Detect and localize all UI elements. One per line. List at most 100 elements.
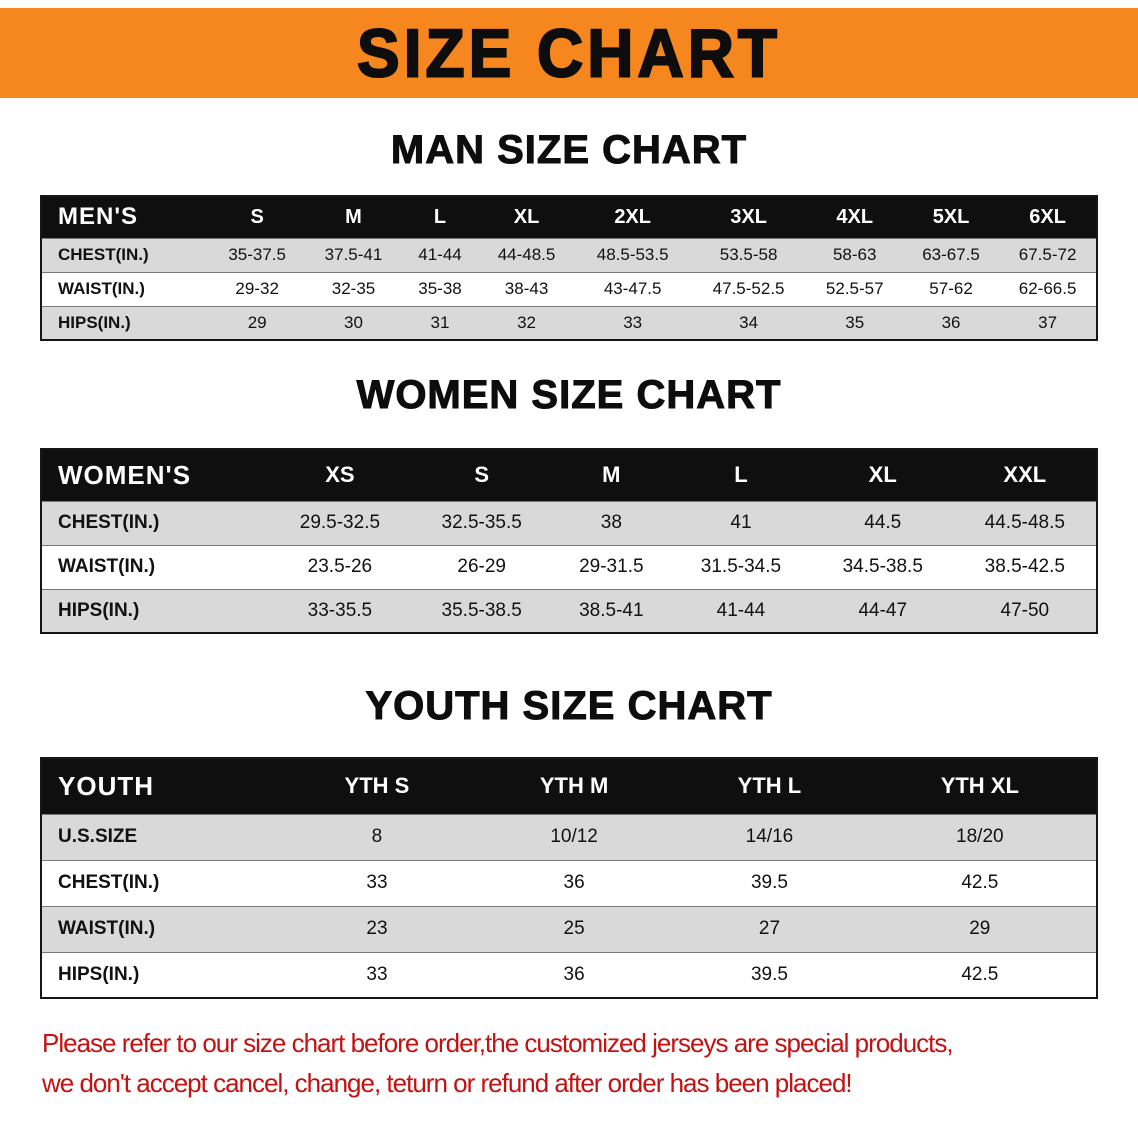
value-cell: 41-44 (716, 599, 766, 621)
row-label-cell: HIPS(IN.) (58, 312, 131, 332)
table-head: YOUTH YTH S YTH M YTH L YTH XL (41, 758, 1097, 814)
size-header-cell: YTH XL (940, 773, 1019, 799)
row-label-cell: U.S.SIZE (58, 826, 138, 847)
table-row: CHEST(IN.) 35-37.5 37.5-41 41-44 44-48.5 48.5… (41, 238, 1097, 272)
value-cell: 38 (600, 512, 622, 533)
value-cell: 52.5-57 (825, 279, 884, 298)
value-cell: 44.5 (864, 512, 902, 533)
value-cell: 23.5-26 (307, 556, 373, 577)
value-cell: 38.5-41 (579, 599, 644, 621)
disclaimer-line-2: we don't accept cancel, change, teturn o… (42, 1068, 853, 1098)
value-cell: 10/12 (550, 826, 598, 847)
size-header-cell: M (602, 462, 621, 488)
youth-size-table: YOUTH YTH S YTH M YTH L YTH XL U.S.SIZE 8 10/12… (40, 757, 1098, 999)
value-cell: 14/16 (745, 826, 794, 847)
value-cell: 42.5 (961, 963, 999, 985)
value-cell: 41-44 (418, 245, 462, 264)
size-header-cell: 3XL (730, 205, 767, 228)
size-header-cell: 2XL (614, 205, 651, 228)
women-size-table: WOMEN'S XS S M L XL XXL CHEST(IN.) 29.5-32.5 32.5… (40, 448, 1098, 634)
size-header-cell: 5XL (932, 205, 970, 228)
size-header-cell: XS (325, 462, 355, 488)
value-cell: 48.5-53.5 (596, 245, 669, 264)
value-cell: 25 (563, 918, 585, 939)
size-header-cell: S (474, 462, 490, 488)
youth-table: YOUTH YTH S YTH M YTH L YTH XL U.S.SIZE 8 10/12… (40, 757, 1098, 999)
value-cell: 58-63 (832, 245, 877, 264)
row-label-cell: CHEST(IN.) (58, 512, 160, 533)
value-cell: 33 (366, 963, 388, 985)
table-row: U.S.SIZE 8 10/12 14/16 18/20 (41, 814, 1097, 860)
value-cell: 8 (371, 826, 383, 847)
value-cell: 32 (517, 312, 536, 332)
value-cell: 29.5-32.5 (299, 512, 381, 533)
value-cell: 36 (563, 963, 585, 985)
value-cell: 44-47 (858, 599, 908, 621)
value-cell: 35-38 (418, 279, 462, 298)
women-section-heading: WOMEN SIZE CHART (356, 373, 782, 418)
value-cell: 23 (366, 918, 388, 939)
header-row: MEN'S S M L XL 2XL 3XL 4XL 5XL 6XL (41, 196, 1097, 238)
value-cell: 41 (730, 512, 752, 533)
header-row: YOUTH YTH S YTH M YTH L YTH XL (41, 758, 1097, 814)
row-label-cell: HIPS(IN.) (58, 963, 140, 985)
table-row: HIPS(IN.) 29 30 31 32 33 34 35 36 37 (41, 306, 1097, 340)
value-cell: 39.5 (750, 872, 788, 893)
value-cell: 35.5-38.5 (441, 599, 522, 621)
header-row: WOMEN'S XS S M L XL XXL (41, 449, 1097, 501)
size-header-cell: 6XL (1029, 205, 1066, 228)
value-cell: 34.5-38.5 (842, 556, 923, 577)
value-cell: 27 (758, 918, 781, 939)
table-title-cell: WOMEN'S (58, 459, 192, 490)
table-row: HIPS(IN.) 33-35.5 35.5-38.5 38.5-41 41-44 44-… (41, 589, 1097, 633)
table-body: U.S.SIZE 8 10/12 14/16 18/20 CHEST(IN.) 33 36 39… (41, 814, 1097, 998)
size-header-cell: L (734, 462, 748, 488)
value-cell: 33 (366, 872, 388, 893)
value-cell: 32-35 (331, 279, 376, 298)
disclaimer: Please refer to our size chart before or… (42, 1023, 1118, 1103)
table-row: WAIST(IN.) 23 25 27 29 (41, 906, 1097, 952)
table-row: WAIST(IN.) 23.5-26 26-29 29-31.5 31.5-34.5 34… (41, 545, 1097, 589)
value-cell: 47.5-52.5 (712, 279, 785, 298)
table-head: WOMEN'S XS S M L XL XXL (41, 449, 1097, 501)
value-cell: 35-37.5 (228, 245, 286, 264)
row-label-cell: HIPS(IN.) (58, 599, 140, 621)
men-section-heading: MAN SIZE CHART (390, 128, 748, 173)
row-label-cell: WAIST(IN.) (58, 918, 156, 939)
value-cell: 35 (845, 312, 865, 332)
value-cell: 31 (430, 312, 450, 332)
value-cell: 32.5-35.5 (441, 512, 522, 533)
value-cell: 53.5-58 (719, 245, 778, 264)
table-body: CHEST(IN.) 29.5-32.5 32.5-35.5 38 41 44.5 44.5… (41, 501, 1097, 633)
table-row: WAIST(IN.) 29-32 32-35 35-38 38-43 43-47.5 47.… (41, 272, 1097, 306)
size-chart-title: SIZE CHART (356, 14, 781, 92)
value-cell: 26-29 (457, 556, 506, 577)
size-header-cell: S (250, 205, 264, 228)
size-chart-page: SIZE CHART MAN SIZE CHART MEN'S S M L XL 2XL 3… (0, 8, 1138, 1103)
size-header-cell: 4XL (836, 205, 874, 228)
row-label-cell: WAIST(IN.) (58, 279, 145, 298)
size-header-cell: YTH S (344, 773, 410, 799)
size-header-cell: XL (513, 205, 540, 228)
size-header-cell: YTH L (737, 773, 802, 799)
size-header-cell: XXL (1003, 462, 1047, 488)
value-cell: 57-62 (929, 279, 973, 298)
value-cell: 30 (344, 312, 363, 332)
row-label-cell: CHEST(IN.) (58, 872, 160, 893)
men-table: MEN'S S M L XL 2XL 3XL 4XL 5XL 6XL CHEST(IN.) 35-37… (40, 195, 1098, 341)
value-cell: 37.5-41 (324, 245, 383, 264)
value-cell: 62-66.5 (1018, 279, 1077, 298)
youth-section-heading: YOUTH SIZE CHART (365, 684, 773, 729)
value-cell: 33 (623, 312, 643, 332)
value-cell: 39.5 (750, 963, 788, 985)
women-table: WOMEN'S XS S M L XL XXL CHEST(IN.) 29.5-32.5 32.5… (40, 448, 1098, 634)
row-label-cell: CHEST(IN.) (58, 245, 149, 264)
size-header-cell: YTH M (539, 773, 609, 799)
row-label-cell: WAIST(IN.) (58, 556, 156, 577)
value-cell: 38.5-42.5 (984, 556, 1065, 577)
value-cell: 29 (247, 312, 267, 332)
table-row: CHEST(IN.) 29.5-32.5 32.5-35.5 38 41 44.5 44.5… (41, 501, 1097, 545)
table-row: HIPS(IN.) 33 36 39.5 42.5 (41, 952, 1097, 998)
value-cell: 29-32 (235, 279, 279, 298)
table-body: CHEST(IN.) 35-37.5 37.5-41 41-44 44-48.5 48.5… (41, 238, 1097, 340)
